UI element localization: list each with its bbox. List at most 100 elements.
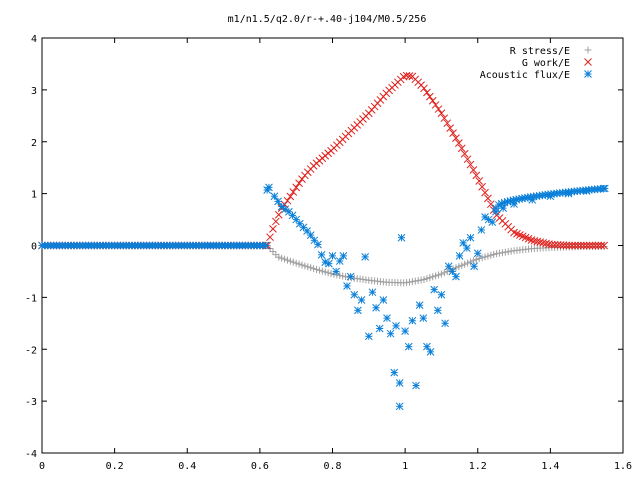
data-point [314, 240, 322, 249]
data-point [397, 233, 406, 242]
data-point [475, 255, 483, 263]
y-tick-label: -4 [25, 449, 37, 460]
data-point [405, 72, 414, 80]
chart-title: m1/n1.5/q2.0/r-+.40-j104/M0.5/256 [228, 14, 427, 25]
data-point [460, 149, 469, 158]
data-point [463, 244, 471, 252]
data-point [478, 254, 486, 262]
data-point [274, 197, 282, 206]
data-point [310, 265, 318, 273]
data-point [524, 234, 533, 243]
data-point [585, 241, 594, 250]
data-point [419, 314, 428, 322]
data-point [404, 342, 413, 351]
data-point [420, 276, 428, 284]
data-point [499, 204, 508, 213]
data-point [431, 101, 440, 109]
data-point [313, 265, 321, 273]
data-point [472, 171, 481, 180]
data-point [292, 259, 300, 267]
data-point [274, 210, 283, 219]
data-point [571, 241, 579, 250]
data-point [361, 253, 370, 261]
data-point [527, 236, 536, 244]
data-point [455, 263, 463, 271]
x-tick-label: 0.2 [106, 461, 124, 472]
x-tick-label: 1 [402, 461, 408, 472]
data-point [343, 282, 351, 290]
data-point [317, 250, 326, 259]
data-point [472, 256, 480, 264]
data-point [315, 266, 323, 274]
data-point [484, 252, 492, 260]
data-point [536, 238, 545, 246]
data-point [392, 322, 400, 330]
data-point [461, 260, 469, 268]
data-point [289, 258, 297, 266]
data-point [487, 251, 495, 259]
data-point [441, 319, 449, 328]
data-point [582, 241, 591, 250]
data-point [429, 273, 437, 281]
data-point [599, 184, 608, 193]
data-point [437, 290, 446, 299]
data-point [547, 240, 556, 249]
data-point [357, 296, 366, 304]
x-tick-label: 0 [39, 461, 45, 472]
x-tick-label: 1.2 [469, 461, 487, 472]
data-point [430, 285, 439, 294]
data-point [401, 327, 409, 335]
x-tick-label: 1.4 [541, 461, 559, 472]
data-point [423, 88, 431, 97]
data-point [417, 276, 425, 284]
data-point [455, 139, 463, 147]
data-point [283, 256, 291, 264]
data-point [364, 332, 373, 341]
data-point [463, 155, 472, 164]
data-point [550, 240, 559, 249]
data-point [321, 268, 329, 276]
data-point [265, 183, 273, 192]
data-point [466, 160, 475, 169]
legend-label: R stress/E [510, 46, 570, 57]
axes: 0 0.2 0.4 0.6 0.8 1 1.2 1.4 1.6 -4 -3 -2 -1 0 1 2 3 4 [25, 34, 632, 472]
data-point [458, 261, 466, 269]
legend-marker [584, 70, 592, 78]
data-point [289, 188, 298, 196]
data-point [261, 241, 270, 250]
data-point [432, 272, 440, 280]
data-point [475, 177, 484, 185]
data-point [266, 233, 274, 242]
data-point [306, 231, 315, 239]
x-tick-label: 0.6 [251, 461, 269, 472]
data-point [390, 368, 399, 377]
data-point [415, 301, 424, 310]
data-point [428, 96, 437, 105]
data-point [437, 109, 446, 118]
data-point [301, 262, 309, 270]
data-point [283, 196, 292, 205]
data-point [440, 114, 449, 123]
data-point [298, 175, 306, 183]
data-point [336, 271, 344, 279]
data-point [318, 267, 326, 275]
data-point [372, 303, 380, 312]
legend-label: Acoustic flux/E [480, 70, 570, 81]
data-point [588, 241, 597, 250]
data-point [591, 241, 600, 250]
data-point [568, 241, 577, 250]
data-point [286, 257, 294, 265]
y-tick-label: -3 [25, 397, 37, 408]
data-point [307, 264, 315, 272]
data-point [395, 402, 404, 411]
data-point [433, 306, 442, 315]
data-point [455, 252, 464, 260]
data-point [597, 241, 606, 250]
data-point [469, 166, 478, 174]
data-point [481, 188, 489, 197]
data-point [435, 271, 443, 279]
data-point [466, 233, 475, 242]
data-point [464, 259, 472, 267]
data-point [444, 262, 453, 271]
